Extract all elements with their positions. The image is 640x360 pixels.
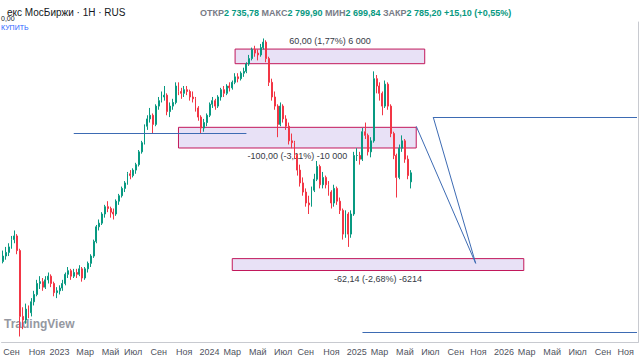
svg-text:Июл: Июл	[421, 347, 439, 357]
svg-text:60,00 (1,77%) 6 000: 60,00 (1,77%) 6 000	[289, 36, 371, 46]
svg-text:RUS: RUS	[619, 162, 636, 171]
svg-text:ОТКР: ОТКР	[200, 8, 224, 18]
svg-text:2 785,20: 2 785,20	[407, 8, 442, 18]
svg-text:КУПИТЬ: КУПИТЬ	[1, 24, 29, 31]
svg-text:Сен: Сен	[3, 347, 20, 357]
svg-text:Мар: Мар	[76, 347, 94, 357]
svg-text:Июл: Июл	[124, 347, 142, 357]
svg-text:Мар: Мар	[223, 347, 241, 357]
svg-text:TradingView: TradingView	[4, 317, 75, 331]
svg-text:ЗАКР: ЗАКР	[383, 8, 407, 18]
svg-text:Ноя: Ноя	[323, 347, 340, 357]
svg-text:Ноя: Ноя	[176, 347, 193, 357]
svg-text:+15,10 (+0,55%): +15,10 (+0,55%)	[444, 8, 511, 18]
svg-text:2026: 2026	[494, 347, 514, 357]
svg-text:Сен: Сен	[298, 347, 315, 357]
svg-text:Мар: Мар	[518, 347, 536, 357]
svg-text:Май: Май	[249, 347, 267, 357]
svg-text:Май: Май	[396, 347, 414, 357]
svg-text:Июл: Июл	[274, 347, 292, 357]
svg-text:Май: Май	[543, 347, 561, 357]
svg-text:2023: 2023	[50, 347, 70, 357]
svg-text:Июл: Июл	[568, 347, 586, 357]
svg-text:-62,14 (-2,68%) -6214: -62,14 (-2,68%) -6214	[334, 274, 422, 284]
svg-text:2 799,90: 2 799,90	[287, 8, 322, 18]
svg-text:2 735,78: 2 735,78	[224, 8, 259, 18]
svg-text:Ноя: Ноя	[29, 347, 46, 357]
svg-text:-100,00 (-3,11%) -10 000: -100,00 (-3,11%) -10 000	[247, 151, 348, 161]
svg-text:Ноя: Ноя	[470, 347, 487, 357]
svg-text:2 699,84: 2 699,84	[345, 8, 380, 18]
svg-text:Сен: Сен	[595, 347, 612, 357]
svg-text:0,00: 0,00	[1, 15, 15, 22]
svg-text:Сен: Сен	[150, 347, 167, 357]
svg-text:Мар: Мар	[371, 347, 389, 357]
svg-text:2024: 2024	[200, 347, 220, 357]
svg-text:Ноя: Ноя	[617, 347, 634, 357]
svg-text:МАКС: МАКС	[262, 8, 288, 18]
svg-text:екс МосБиржи · 1Н · RUS: екс МосБиржи · 1Н · RUS	[7, 7, 126, 18]
svg-text:Май: Май	[102, 347, 120, 357]
svg-text:МИН: МИН	[325, 8, 345, 18]
svg-text:2025: 2025	[347, 347, 367, 357]
svg-text:Сен: Сен	[448, 347, 465, 357]
